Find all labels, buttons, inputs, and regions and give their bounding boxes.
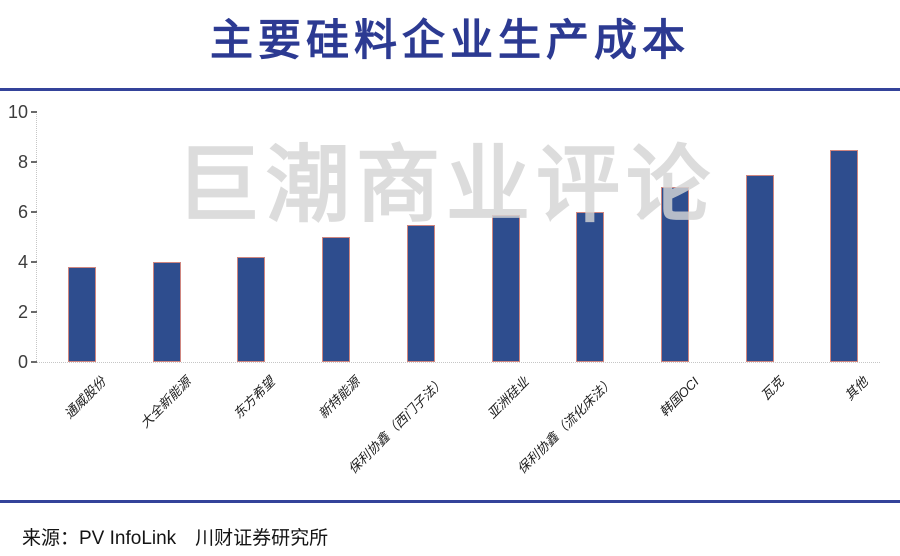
bar (68, 267, 96, 362)
x-category-label: 亚洲硅业 (484, 374, 533, 422)
bar (406, 224, 435, 362)
source-note: 来源：PV InfoLink 川财证券研究所 (22, 528, 329, 549)
x-axis (36, 362, 880, 363)
chart-title: 主要硅料企业生产成本 (210, 17, 690, 65)
x-category-label: 通威股份 (61, 374, 109, 422)
bar (745, 174, 774, 362)
x-category-label: 其他 (842, 374, 872, 404)
bar (237, 257, 266, 362)
bar (660, 187, 689, 362)
x-category-label: 韩国OCI (656, 374, 702, 420)
y-tick-label: 10 (7, 102, 28, 122)
x-category-label: 大全新能源 (136, 374, 194, 431)
y-tick-label: 0 (17, 352, 28, 372)
y-axis (36, 112, 37, 363)
x-category-label: 瓦克 (757, 374, 787, 404)
x-category-label: 新特能源 (315, 374, 363, 422)
bar (322, 237, 351, 362)
footer-divider (0, 500, 900, 503)
bar (576, 212, 605, 362)
y-tick-mark (31, 161, 37, 163)
y-tick-mark (31, 361, 37, 363)
bar (152, 262, 181, 362)
y-tick-mark (31, 111, 37, 113)
y-tick-mark (31, 261, 37, 263)
y-tick-label: 4 (17, 252, 28, 272)
y-tick-label: 8 (17, 152, 28, 172)
y-tick-label: 6 (17, 202, 28, 222)
bar (491, 214, 520, 362)
title-divider (0, 88, 900, 91)
y-tick-mark (31, 211, 37, 213)
bar (830, 149, 859, 362)
x-category-label: 东方希望 (230, 374, 279, 422)
y-tick-label: 2 (17, 302, 28, 322)
y-tick-mark (31, 311, 37, 313)
